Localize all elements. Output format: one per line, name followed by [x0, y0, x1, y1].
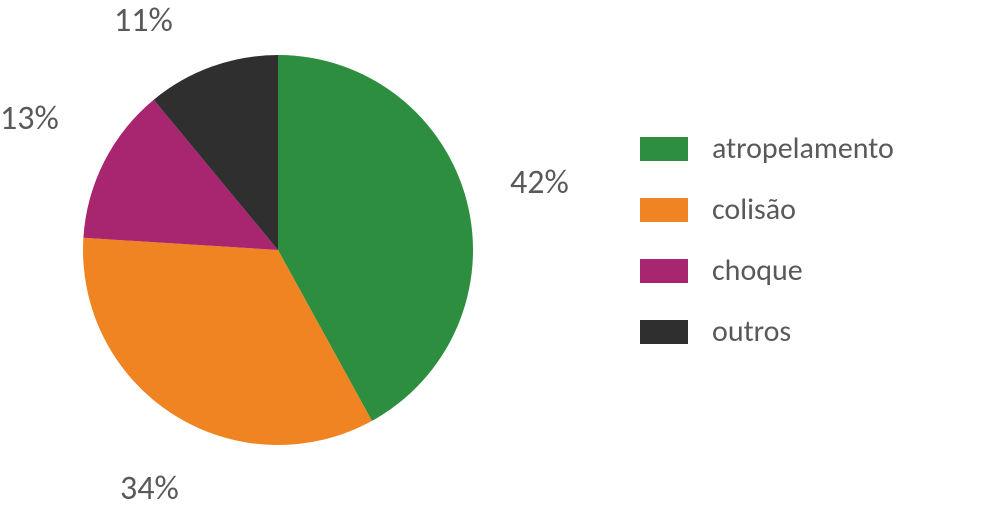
legend-item: outros	[640, 313, 894, 350]
slice-percent-label: 34%	[120, 468, 179, 509]
slice-percent-label: 13%	[0, 98, 59, 139]
legend-swatch	[640, 259, 688, 283]
legend-item: atropelamento	[640, 130, 894, 167]
legend-label: atropelamento	[712, 130, 894, 167]
legend-swatch	[640, 320, 688, 344]
legend-item: colisão	[640, 191, 894, 228]
legend-label: colisão	[712, 191, 796, 228]
legend-item: choque	[640, 252, 894, 289]
slice-percent-label: 11%	[114, 0, 173, 41]
pie-chart: atropelamento colisão choque outros 42% …	[0, 0, 995, 511]
legend-swatch	[640, 137, 688, 161]
legend-label: choque	[712, 252, 803, 289]
slice-percent-label: 42%	[510, 162, 569, 203]
legend-swatch	[640, 198, 688, 222]
legend: atropelamento colisão choque outros	[640, 130, 894, 374]
legend-label: outros	[712, 313, 791, 350]
